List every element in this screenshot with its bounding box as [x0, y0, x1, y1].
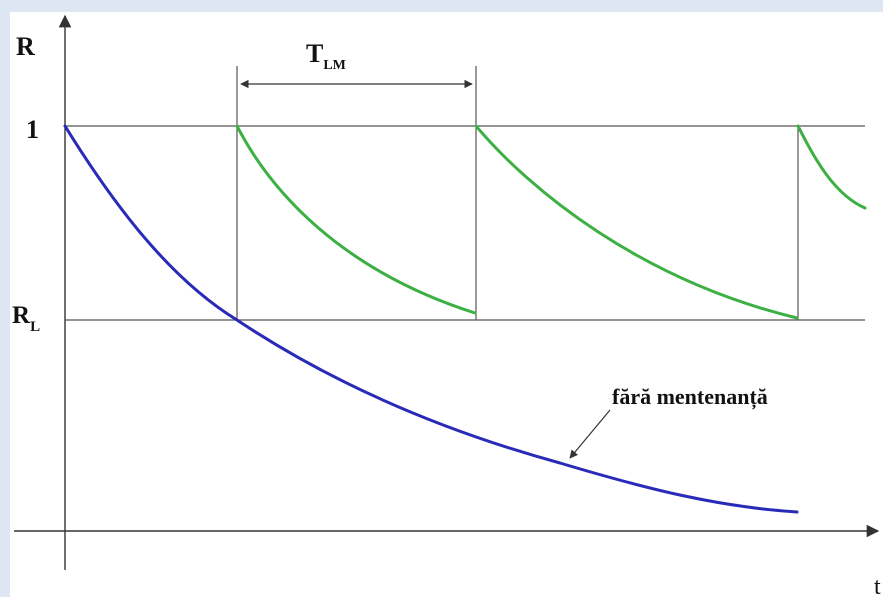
maintenance-curve-1 [235, 124, 477, 315]
level-one-label: 1 [26, 115, 39, 144]
interval-label-sub: LM [323, 58, 346, 73]
interval-label-main: T [306, 39, 323, 68]
no-maintenance-curve [63, 124, 799, 514]
interval-label: TLM [306, 39, 346, 73]
x-axis-label: t [874, 574, 881, 597]
annotation-pointer [569, 409, 611, 459]
limit-level-label-main: R [12, 302, 31, 329]
limit-level-label-sub: L [30, 319, 40, 335]
maintenance-curve-2 [474, 124, 799, 320]
limit-level-label: RL [12, 302, 40, 335]
annotation-label: fără mentenanță [612, 384, 768, 410]
y-axis-label: R [16, 32, 35, 61]
maintenance-curve-3 [796, 124, 867, 210]
